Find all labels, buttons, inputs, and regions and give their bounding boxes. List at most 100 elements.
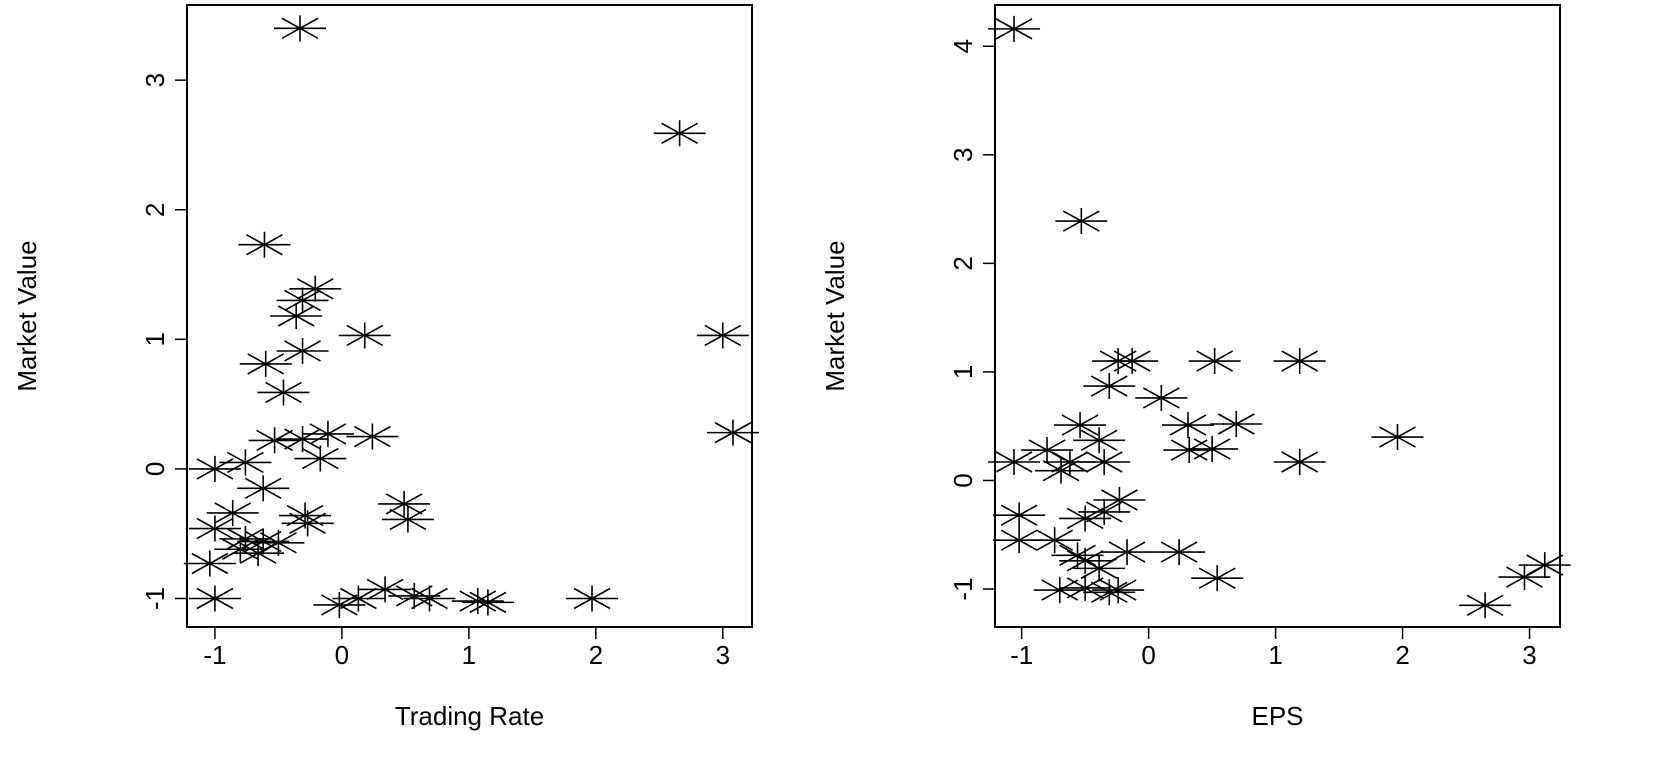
point [279, 502, 332, 529]
point [1106, 348, 1159, 375]
point [1078, 498, 1131, 525]
point [1371, 424, 1424, 451]
point [289, 275, 342, 302]
y-tick-label: 4 [948, 39, 978, 53]
point [188, 585, 241, 612]
x-tick-label: 0 [1141, 640, 1155, 670]
point [219, 449, 272, 476]
point [1043, 449, 1096, 476]
point [237, 475, 290, 502]
point [1191, 565, 1244, 592]
point [993, 502, 1046, 529]
point [696, 322, 749, 349]
point [294, 445, 347, 472]
x-axis-label: Trading Rate [395, 701, 544, 731]
x-tick-label: 1 [1268, 640, 1282, 670]
point [1273, 449, 1326, 476]
point [988, 15, 1041, 42]
point [188, 515, 241, 542]
point [388, 582, 441, 609]
point [1059, 505, 1112, 532]
point [332, 585, 385, 612]
point [1059, 574, 1112, 601]
point [451, 588, 504, 615]
point [1163, 437, 1216, 464]
point [1161, 412, 1214, 439]
point [1459, 592, 1512, 619]
point [276, 426, 329, 453]
y-axis-label: Market Value [12, 240, 42, 391]
point [270, 303, 323, 329]
point [461, 589, 514, 616]
point [206, 499, 259, 526]
x-tick-label: 3 [1522, 640, 1536, 670]
y-tick-label: 2 [140, 203, 170, 217]
point [993, 527, 1046, 554]
point [346, 423, 399, 450]
y-tick-label: 3 [948, 148, 978, 162]
point [1073, 427, 1126, 454]
y-tick-label: 3 [140, 73, 170, 87]
point [1210, 411, 1263, 438]
point [1188, 348, 1241, 375]
y-tick-label: 2 [948, 256, 978, 270]
point [381, 506, 434, 533]
point [1093, 486, 1146, 513]
point [276, 287, 329, 314]
point [1035, 457, 1088, 484]
point [1033, 577, 1086, 604]
point [1273, 348, 1326, 375]
y-tick-label: 1 [948, 365, 978, 379]
panel: -1 0 1 2 3 -1 0 1 2 3 Trading Rate Market Value [12, 4, 759, 731]
point [252, 529, 305, 556]
point [1153, 539, 1206, 566]
point [1101, 539, 1154, 566]
point [1021, 437, 1074, 464]
x-tick-label: -1 [203, 640, 226, 670]
x-axis-label: EPS [1251, 701, 1303, 731]
point [274, 15, 326, 42]
x-tick-label: 3 [716, 640, 730, 670]
plot-frame [994, 4, 1561, 628]
point [1083, 579, 1136, 606]
point [1028, 527, 1081, 554]
point [257, 379, 310, 406]
x-tick-label: 2 [589, 640, 603, 670]
y-tick-label: -1 [948, 577, 978, 600]
y-axis-label: Market Value [820, 240, 850, 391]
y-tick-label: 0 [948, 473, 978, 487]
y-tick-label: -1 [140, 587, 170, 610]
point [276, 337, 329, 364]
point [1186, 435, 1239, 462]
point [653, 120, 706, 147]
x-tick-label: 0 [335, 640, 349, 670]
y-tick-label: 1 [140, 332, 170, 346]
point [248, 427, 301, 454]
point [338, 322, 391, 349]
point [238, 231, 291, 258]
point [1059, 547, 1112, 574]
point [1054, 412, 1107, 439]
point [214, 536, 267, 563]
point [1518, 552, 1571, 579]
point [1083, 373, 1136, 400]
point [183, 550, 236, 577]
point [1092, 577, 1145, 604]
point [281, 510, 334, 537]
point [1051, 542, 1104, 569]
point [313, 591, 366, 618]
panel: -1 0 1 2 3 -1 0 1 2 3 4 EPS Market Value [820, 4, 1571, 731]
point [188, 455, 241, 482]
x-tick-label: 1 [462, 640, 476, 670]
point [301, 420, 354, 447]
x-tick-label: -1 [1010, 640, 1033, 670]
x-tick-label: 2 [1395, 640, 1409, 670]
point [219, 525, 272, 552]
point [988, 449, 1041, 476]
point [239, 350, 292, 377]
point [706, 419, 759, 446]
point [359, 576, 412, 603]
point [1078, 449, 1131, 476]
point [232, 540, 285, 567]
